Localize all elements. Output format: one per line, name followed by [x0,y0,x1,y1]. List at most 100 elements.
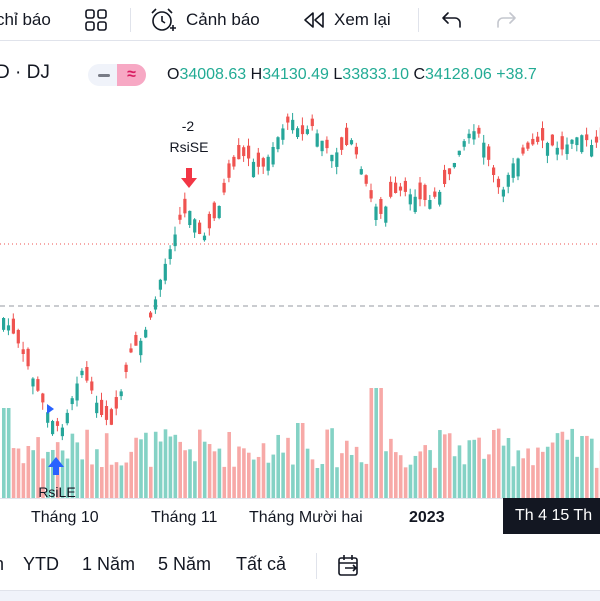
volume-bar [526,448,530,498]
candle-body [129,348,132,352]
range-ytd-button[interactable]: YTD [23,554,59,575]
hide-icon[interactable] [98,74,110,77]
crosshair-time-label: Th 4 15 Th [503,498,600,534]
close-value: 34128.06 [425,66,492,83]
volume-bar [433,468,437,498]
candle-body [458,151,461,155]
replay-button[interactable]: Xem lại [302,8,391,32]
candle-body [286,117,289,123]
volume-bar [2,408,6,498]
undo-button[interactable] [440,8,464,32]
indicators-button[interactable]: chỉ báo [0,8,51,32]
sell-signal-label: RsiSE [170,139,209,155]
candle-body [76,384,79,401]
volume-bar [22,463,26,498]
volume-bar [517,450,521,498]
candle-body [419,183,422,200]
range-all-button[interactable]: Tất cả [236,554,286,575]
redo-button[interactable] [494,8,518,32]
volume-bar [414,456,418,498]
volume-bar [129,452,133,498]
volume-bar [100,467,104,498]
candle-body [468,134,471,138]
volume-bar [325,430,329,498]
candle-body [590,145,593,156]
range-selector: n YTD 1 Năm 5 Năm Tất cả [0,548,600,582]
volume-bar [276,435,280,498]
volume-bar [350,455,354,498]
alerts-button[interactable]: Cảnh báo [148,8,260,32]
candle-body [580,135,583,152]
volume-bar [90,464,94,498]
volume-bar [262,443,266,498]
candle-body [232,157,235,167]
candle-body [521,148,524,154]
volume-bar [120,465,124,498]
candle-body [257,153,260,167]
candle-body [12,319,15,334]
range-1y-button[interactable]: 1 Năm [82,554,135,575]
volume-bar [306,449,310,498]
candle-body [350,140,353,144]
candle-body [399,187,402,191]
volume-bar [335,467,339,498]
candle-body [125,365,128,372]
volume-bar [316,468,320,498]
volume-bar [144,433,148,498]
candle-body [453,163,456,167]
candle-body [321,141,324,151]
volume-bar [134,438,138,498]
volume-bar [453,456,457,498]
volume-bar [203,442,207,498]
volume-bar [242,448,246,498]
candle-body [80,371,83,375]
time-label-november: Tháng 11 [151,509,217,527]
candle-body [218,206,221,218]
candle-body [110,409,113,425]
candle-body [325,140,328,148]
range-partial-button[interactable]: n [0,554,4,575]
range-5y-button[interactable]: 5 Năm [158,554,211,575]
candle-body [203,236,206,240]
candle-body [556,148,559,155]
candlesticks [2,113,600,440]
candle-body [149,313,152,318]
undo-icon [440,9,464,31]
volume-bar [227,432,231,498]
candle-body [370,190,373,198]
wave-icon[interactable]: ≈ [117,64,146,86]
candle-body [262,158,265,166]
candle-body [477,128,480,134]
candle-body [223,183,226,193]
candle-body [492,168,495,175]
price-chart[interactable]: -2 RsiSE RsiLE [0,100,600,498]
volume-bar [482,459,486,498]
candle-body [46,412,49,423]
layouts-button[interactable] [84,8,108,32]
candle-body [472,131,475,139]
candle-body [247,146,250,159]
candle-body [394,183,397,193]
candle-body [311,119,314,126]
candle-body [541,128,544,140]
candle-body [188,211,191,225]
volume-bar [566,440,570,498]
volume-bar [379,388,383,498]
volume-bar [188,449,192,498]
volume-bar [218,449,222,498]
volume-bar [370,388,374,498]
candle-body [374,207,377,220]
volume-bar [311,459,315,498]
volume-bar [115,462,119,498]
candle-body [551,135,554,146]
candle-body [404,181,407,192]
volume-bar [595,468,599,498]
series-toggle[interactable]: ≈ [88,64,146,86]
candle-body [208,214,211,228]
calendar-goto-icon[interactable] [336,553,362,579]
candle-body [17,330,20,343]
candle-body [566,145,569,155]
volume-bar [208,444,212,498]
candle-body [276,137,279,149]
symbol-name[interactable]: D · DJ [0,62,50,84]
